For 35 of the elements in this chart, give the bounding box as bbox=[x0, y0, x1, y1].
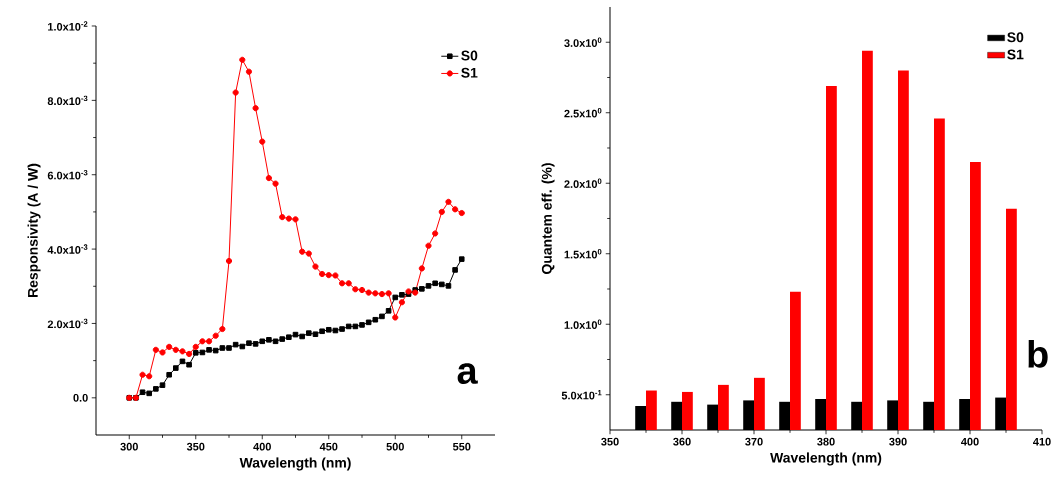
y-axis-title: Quantem eff. (%) bbox=[541, 163, 555, 274]
y-tick-label: 2.5x10$^{0}$ bbox=[564, 108, 602, 118]
x-tick-label: 400 bbox=[253, 442, 271, 451]
y-tick-label: 2.0x10$^{-3}$ bbox=[47, 318, 88, 329]
y-tick-label: 1.0x10$^{0}$ bbox=[564, 319, 602, 329]
y-tick-label: 6.0x10$^{-3}$ bbox=[47, 170, 88, 180]
legend-label: S1 bbox=[1007, 49, 1024, 60]
x-tick-label: 400 bbox=[961, 437, 979, 446]
annotation: a bbox=[457, 363, 478, 385]
x-tick-label: 370 bbox=[745, 437, 763, 446]
x-tick-label: 350 bbox=[601, 437, 619, 446]
y-tick-label: 2.0x10$^{0}$ bbox=[564, 178, 602, 188]
x-tick-label: 380 bbox=[817, 437, 835, 446]
y-axis-title: Responsivity (A / W) bbox=[27, 163, 41, 297]
legend-label: S0 bbox=[1007, 32, 1024, 43]
y-tick-label: 0.0 bbox=[73, 393, 88, 402]
x-tick-label: 450 bbox=[319, 442, 338, 451]
x-axis-title: Wavelength (nm) bbox=[770, 452, 882, 466]
annotation: b bbox=[1028, 339, 1048, 368]
y-tick-label: 5.0x10$^{-1}$ bbox=[561, 390, 602, 400]
x-tick-label: 500 bbox=[386, 442, 404, 451]
x-tick-label: 300 bbox=[120, 442, 138, 451]
y-tick-label: 8.0x10$^{-3}$ bbox=[47, 95, 88, 106]
y-tick-label: 1.5x10$^{0}$ bbox=[564, 249, 602, 259]
legend-label: S0 bbox=[461, 50, 478, 61]
x-tick-label: 360 bbox=[673, 437, 691, 446]
x-tick-label: 350 bbox=[186, 442, 205, 451]
x-tick-label: 390 bbox=[889, 437, 907, 446]
x-axis-title: Wavelength (nm) bbox=[239, 457, 351, 471]
y-tick-label: 1.0x10$^{-2}$ bbox=[48, 21, 88, 31]
y-tick-label: 4.0x10$^{-3}$ bbox=[47, 244, 88, 254]
x-tick-label: 410 bbox=[1033, 437, 1051, 446]
y-tick-label: 3.0x10$^{0}$ bbox=[564, 37, 602, 47]
x-tick-label: 550 bbox=[452, 442, 471, 451]
legend-label: S1 bbox=[461, 67, 478, 78]
